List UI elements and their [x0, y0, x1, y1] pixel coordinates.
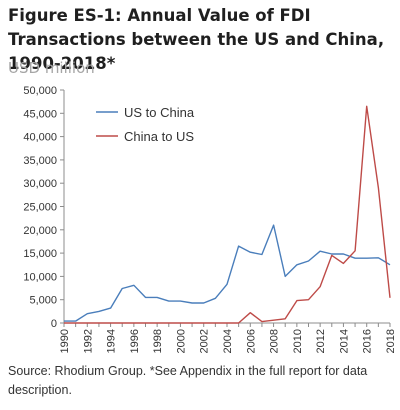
x-tick-label: 1994 — [106, 329, 118, 353]
x-tick-label: 2016 — [362, 329, 374, 353]
x-tick-label: 2000 — [175, 329, 187, 353]
y-tick-label: 20,000 — [23, 225, 57, 237]
source-note: Source: Rhodium Group. *See Appendix in … — [8, 364, 368, 397]
legend-label: US to China — [124, 105, 195, 120]
x-tick-label: 2018 — [385, 329, 397, 353]
legend-label: China to US — [124, 129, 194, 144]
x-tick-label: 1996 — [129, 329, 141, 353]
y-tick-label: 10,000 — [23, 271, 57, 283]
y-tick-label: 50,000 — [23, 85, 57, 97]
x-tick-label: 2014 — [338, 329, 350, 353]
x-tick-label: 2004 — [222, 329, 234, 353]
y-tick-label: 30,000 — [23, 178, 57, 190]
y-axis-ticks: 0 5,000 10,000 15,000 20,000 25,000 30,000 35,0… — [23, 85, 64, 330]
x-tick-label: 2006 — [245, 329, 257, 353]
x-tick-label: 1992 — [82, 329, 94, 353]
x-tick-label: 2002 — [199, 329, 211, 353]
y-tick-label: 0 — [51, 318, 57, 330]
chart-series — [64, 105, 391, 324]
x-tick-label: 2012 — [315, 329, 327, 353]
x-tick-label: 2010 — [292, 329, 304, 353]
line-chart: 0 5,000 10,000 15,000 20,000 25,000 30,000 35,0… — [23, 85, 397, 353]
x-axis-ticks: 1990 1992 1994 1996 1998 2000 2002 2004 2006 2008… — [59, 323, 397, 353]
chart-legend: US to China China to US — [96, 105, 195, 144]
y-tick-label: 35,000 — [23, 155, 57, 167]
series-line-china-to-us — [64, 105, 391, 324]
y-tick-label: 5,000 — [29, 295, 57, 307]
chart-axes — [63, 90, 390, 324]
y-tick-label: 15,000 — [23, 248, 57, 260]
chart-title: Figure ES-1: Annual Value of FDI Transac… — [8, 6, 385, 73]
x-tick-label: 1990 — [59, 329, 71, 353]
unit-label: USD million — [8, 59, 95, 77]
x-tick-label: 2008 — [269, 329, 281, 353]
x-tick-label: 1998 — [152, 329, 164, 353]
y-tick-label: 40,000 — [23, 132, 57, 144]
y-tick-label: 25,000 — [23, 202, 57, 214]
y-tick-label: 45,000 — [23, 108, 57, 120]
series-line-us-to-china — [64, 224, 391, 322]
